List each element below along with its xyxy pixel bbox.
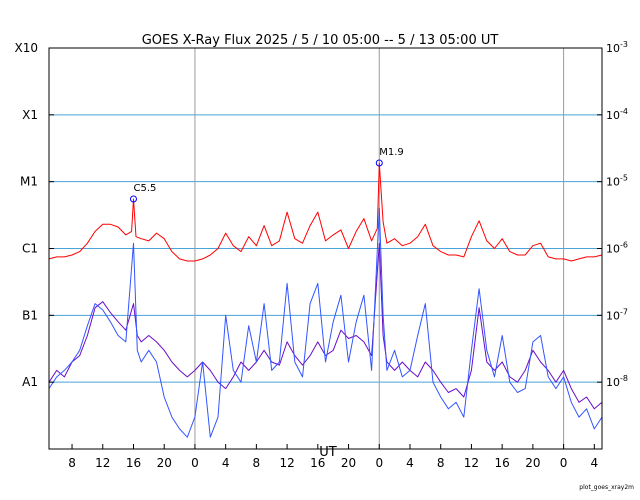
x-tick-label: 8 — [68, 456, 76, 470]
right-tick-exponent: -7 — [620, 307, 628, 316]
left-tick-label: B1 — [22, 308, 38, 322]
left-tick-label: A1 — [22, 375, 38, 389]
left-tick-label: X1 — [22, 108, 38, 122]
flux-series-line — [48, 162, 603, 262]
x-tick-label: 20 — [341, 456, 356, 470]
right-tick-mantissa: 10 — [606, 243, 620, 256]
peak-marker — [375, 159, 383, 167]
flux-series-line — [48, 242, 603, 410]
right-tick-mantissa: 10 — [606, 109, 620, 122]
right-tick-mantissa: 10 — [606, 42, 620, 55]
x-tick-label: 16 — [310, 456, 325, 470]
footer-label: plot_goes_xray2m — [579, 484, 634, 491]
x-tick-label: 0 — [375, 456, 383, 470]
right-axis: 10-310-410-510-610-710-8 — [597, 40, 628, 389]
left-tick-label: M1 — [20, 175, 38, 189]
marker-layer: C5.5 M1.9 — [129, 147, 404, 203]
right-tick-exponent: -3 — [620, 40, 628, 49]
grid-layer — [49, 47, 602, 449]
x-tick-label: 12 — [279, 456, 294, 470]
x-tick-label: 12 — [464, 456, 479, 470]
peak-label: M1.9 — [379, 147, 404, 158]
x-tick-label: 4 — [406, 456, 414, 470]
right-tick-exponent: -8 — [620, 374, 628, 383]
right-tick-exponent: -4 — [620, 107, 628, 116]
x-tick-label: 4 — [222, 456, 230, 470]
x-tick-label: 4 — [590, 456, 598, 470]
left-axis: X10 X1 M1 C1 B1 A1 — [15, 41, 54, 389]
peak-marker — [129, 195, 137, 203]
right-tick-mantissa: 10 — [606, 376, 620, 389]
x-axis: 8 12 16 20 0 4 8 12 16 20 0 4 8 12 16 20 0 4 — [68, 444, 598, 470]
right-tick-exponent: -6 — [620, 241, 628, 250]
series-layer — [48, 162, 603, 438]
x-tick-label: 16 — [495, 456, 510, 470]
x-tick-label: 16 — [126, 456, 141, 470]
x-tick-label: 8 — [437, 456, 445, 470]
x-tick-label: 12 — [95, 456, 110, 470]
x-axis-label: UT — [319, 445, 337, 460]
x-tick-label: 20 — [157, 456, 172, 470]
peak-label: C5.5 — [133, 183, 156, 194]
flux-series-line — [48, 207, 603, 438]
x-tick-label: 0 — [191, 456, 199, 470]
left-tick-label: C1 — [22, 242, 38, 256]
right-tick-exponent: -5 — [620, 174, 628, 183]
left-tick-label: X10 — [15, 41, 39, 55]
right-tick-mantissa: 10 — [606, 309, 620, 322]
right-tick-mantissa: 10 — [606, 176, 620, 189]
x-tick-label: 8 — [253, 456, 261, 470]
chart-title: GOES X-Ray Flux 2025 / 5 / 10 05:00 -- 5… — [142, 33, 499, 48]
x-tick-label: 20 — [525, 456, 540, 470]
x-tick-label: 0 — [560, 456, 568, 470]
